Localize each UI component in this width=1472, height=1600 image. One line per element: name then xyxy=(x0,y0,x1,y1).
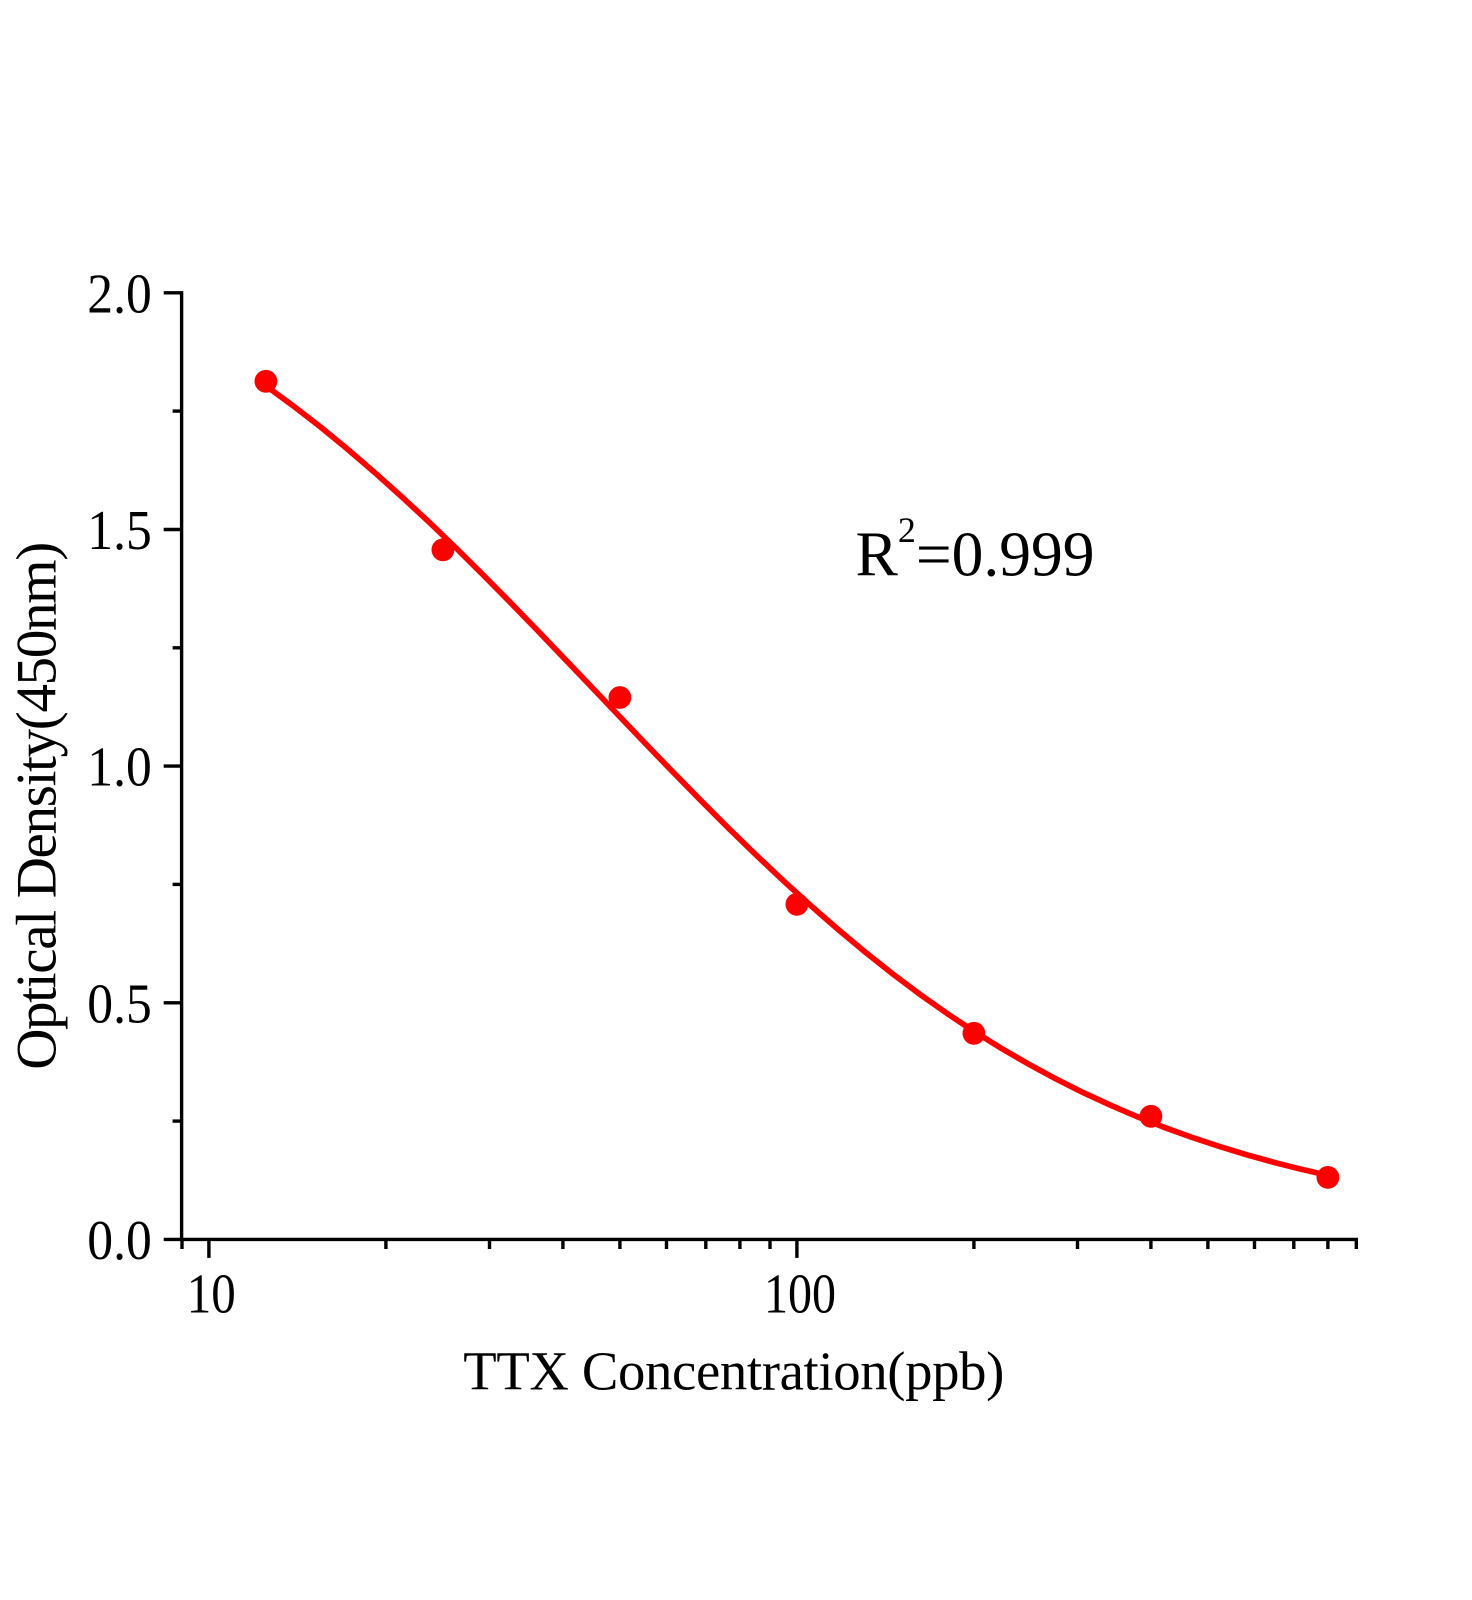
svg-text:100: 100 xyxy=(764,1264,836,1326)
svg-text:TTX Concentration(ppb): TTX Concentration(ppb) xyxy=(463,1341,1004,1402)
svg-text:R2=0.999: R2=0.999 xyxy=(856,510,1095,590)
svg-text:Optical Density(450nm): Optical Density(450nm) xyxy=(5,542,68,1070)
svg-text:1.5: 1.5 xyxy=(87,500,152,562)
svg-text:1.0: 1.0 xyxy=(87,737,152,799)
svg-text:2.0: 2.0 xyxy=(87,263,152,325)
svg-text:10: 10 xyxy=(187,1264,236,1326)
svg-text:0.5: 0.5 xyxy=(87,973,152,1035)
svg-text:0.0: 0.0 xyxy=(87,1210,152,1272)
